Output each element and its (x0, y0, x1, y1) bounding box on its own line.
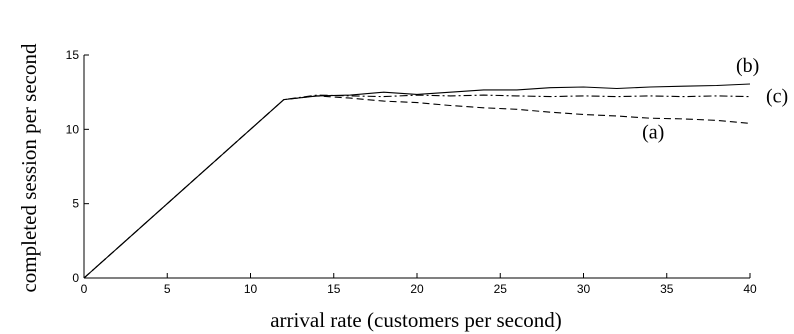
x-tick-label: 10 (244, 282, 258, 296)
x-tick-label: 30 (577, 282, 591, 296)
ticks: 0 5 10 15 20 25 30 35 40 0 5 10 15 (66, 48, 757, 296)
annotation-label: (c) (766, 86, 788, 108)
y-axis-label: completed session per second (17, 43, 41, 293)
series-line-3 (83, 95, 751, 279)
x-tick-label: 5 (164, 282, 171, 296)
axes (83, 55, 750, 279)
series-line-1 (83, 83, 751, 279)
x-axis-label: arrival rate (customers per second) (270, 308, 562, 332)
series-line-2 (83, 94, 751, 279)
series-group (83, 83, 751, 279)
x-tick-label: 20 (410, 282, 424, 296)
annotation-label: (a) (642, 121, 664, 143)
x-tick-label: 35 (660, 282, 674, 296)
x-tick-label: 40 (743, 282, 757, 296)
y-tick-label: 0 (72, 271, 79, 285)
y-tick-label: 15 (66, 48, 80, 62)
annotation-label: (b) (736, 55, 759, 77)
x-tick-label: 15 (327, 282, 341, 296)
x-tick-label: 0 (81, 282, 88, 296)
x-tick-label: 25 (494, 282, 508, 296)
y-tick-label: 10 (66, 122, 80, 136)
annotations: (b) (c) (a) (642, 55, 788, 143)
y-tick-label: 5 (72, 197, 79, 211)
